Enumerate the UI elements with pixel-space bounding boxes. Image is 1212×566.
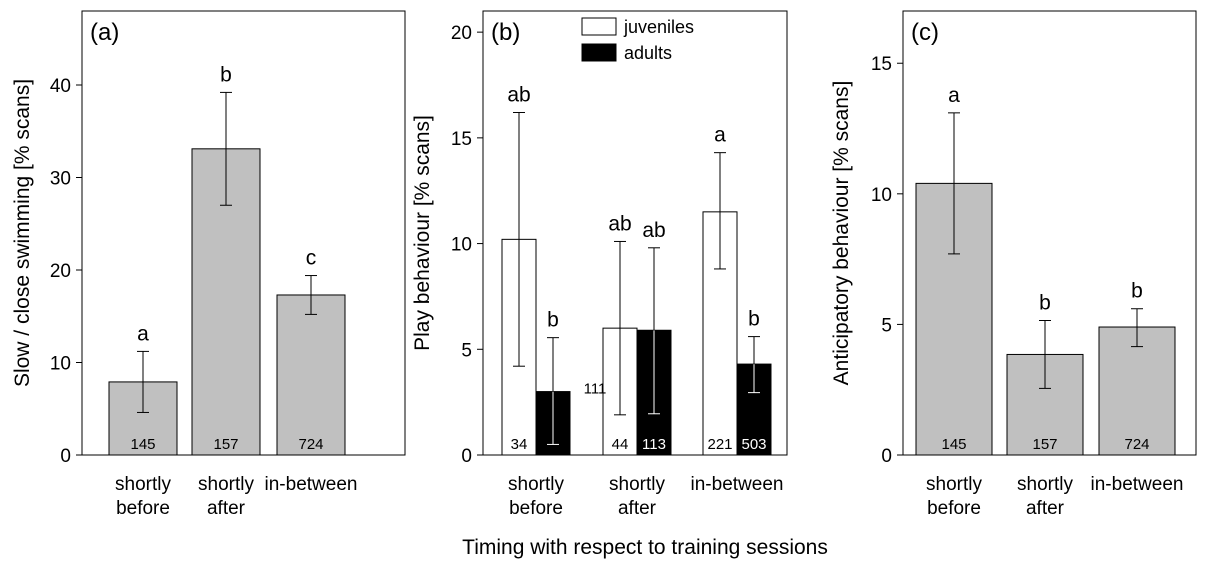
x-tick-label: in-between xyxy=(691,474,784,495)
y-tick-label: 40 xyxy=(50,76,71,97)
y-axis-label: Play behaviour [% scans] xyxy=(411,115,434,351)
significance-letter: a xyxy=(137,322,149,345)
x-tick-label: shortly after xyxy=(609,474,665,519)
x-tick-label: shortly after xyxy=(1017,474,1073,519)
bar xyxy=(276,294,346,456)
y-tick-label: 10 xyxy=(871,185,892,206)
legend-label: juveniles xyxy=(623,17,694,37)
y-tick-label: 30 xyxy=(50,169,71,190)
x-tick-label: shortly before xyxy=(508,474,564,519)
significance-letter: a xyxy=(714,124,726,147)
significance-letter: b xyxy=(1131,280,1143,303)
x-tick-label: shortly before xyxy=(115,474,171,519)
significance-letter: c xyxy=(306,247,317,270)
y-tick-label: 10 xyxy=(50,354,71,375)
significance-letter: b xyxy=(547,309,559,332)
x-tick-label: shortly before xyxy=(926,474,982,519)
y-tick-label: 10 xyxy=(451,235,472,256)
sample-size-label: 724 xyxy=(1124,436,1149,453)
sample-size-label: 145 xyxy=(941,436,966,453)
bar xyxy=(1098,326,1176,456)
y-tick-label: 5 xyxy=(881,315,892,336)
significance-letter: a xyxy=(948,84,960,107)
significance-letter: b xyxy=(1039,291,1051,314)
sample-size-label: 157 xyxy=(213,436,238,453)
legend-swatch xyxy=(581,43,617,62)
sample-size-label: 724 xyxy=(298,436,323,453)
sample-size-label: 44 xyxy=(612,436,629,453)
y-axis-label: Anticipatory behaviour [% scans] xyxy=(830,81,853,386)
y-tick-label: 0 xyxy=(881,446,892,467)
sample-size-label: 503 xyxy=(741,436,766,453)
panel-label: (b) xyxy=(491,19,520,46)
sample-size-label: 34 xyxy=(511,436,528,453)
x-tick-label: in-between xyxy=(265,474,358,495)
y-tick-label: 15 xyxy=(451,129,472,150)
significance-letter: b xyxy=(220,63,232,86)
panel-label: (a) xyxy=(90,19,119,46)
sample-size-label: 145 xyxy=(130,436,155,453)
significance-letter: ab xyxy=(608,212,631,235)
x-tick-label: shortly after xyxy=(198,474,254,519)
legend-swatch xyxy=(581,17,617,36)
sample-size-label: 113 xyxy=(642,436,666,453)
panel-label: (c) xyxy=(911,19,939,46)
y-tick-label: 5 xyxy=(461,340,472,361)
significance-letter: ab xyxy=(642,219,665,242)
y-tick-label: 20 xyxy=(451,23,472,44)
y-tick-label: 20 xyxy=(50,261,71,282)
y-tick-label: 15 xyxy=(871,54,892,75)
significance-letter: ab xyxy=(507,83,530,106)
x-tick-label: in-between xyxy=(1091,474,1184,495)
legend-label: adults xyxy=(624,43,672,63)
y-axis-label: Slow / close swimming [% scans] xyxy=(11,79,34,387)
significance-letter: b xyxy=(748,308,760,331)
x-axis-title: Timing with respect to training sessions xyxy=(462,536,828,559)
y-tick-label: 0 xyxy=(461,446,472,467)
sample-size-label: 111 xyxy=(584,381,607,398)
sample-size-label: 221 xyxy=(707,436,732,453)
y-tick-label: 0 xyxy=(60,446,71,467)
sample-size-label: 157 xyxy=(1032,436,1057,453)
